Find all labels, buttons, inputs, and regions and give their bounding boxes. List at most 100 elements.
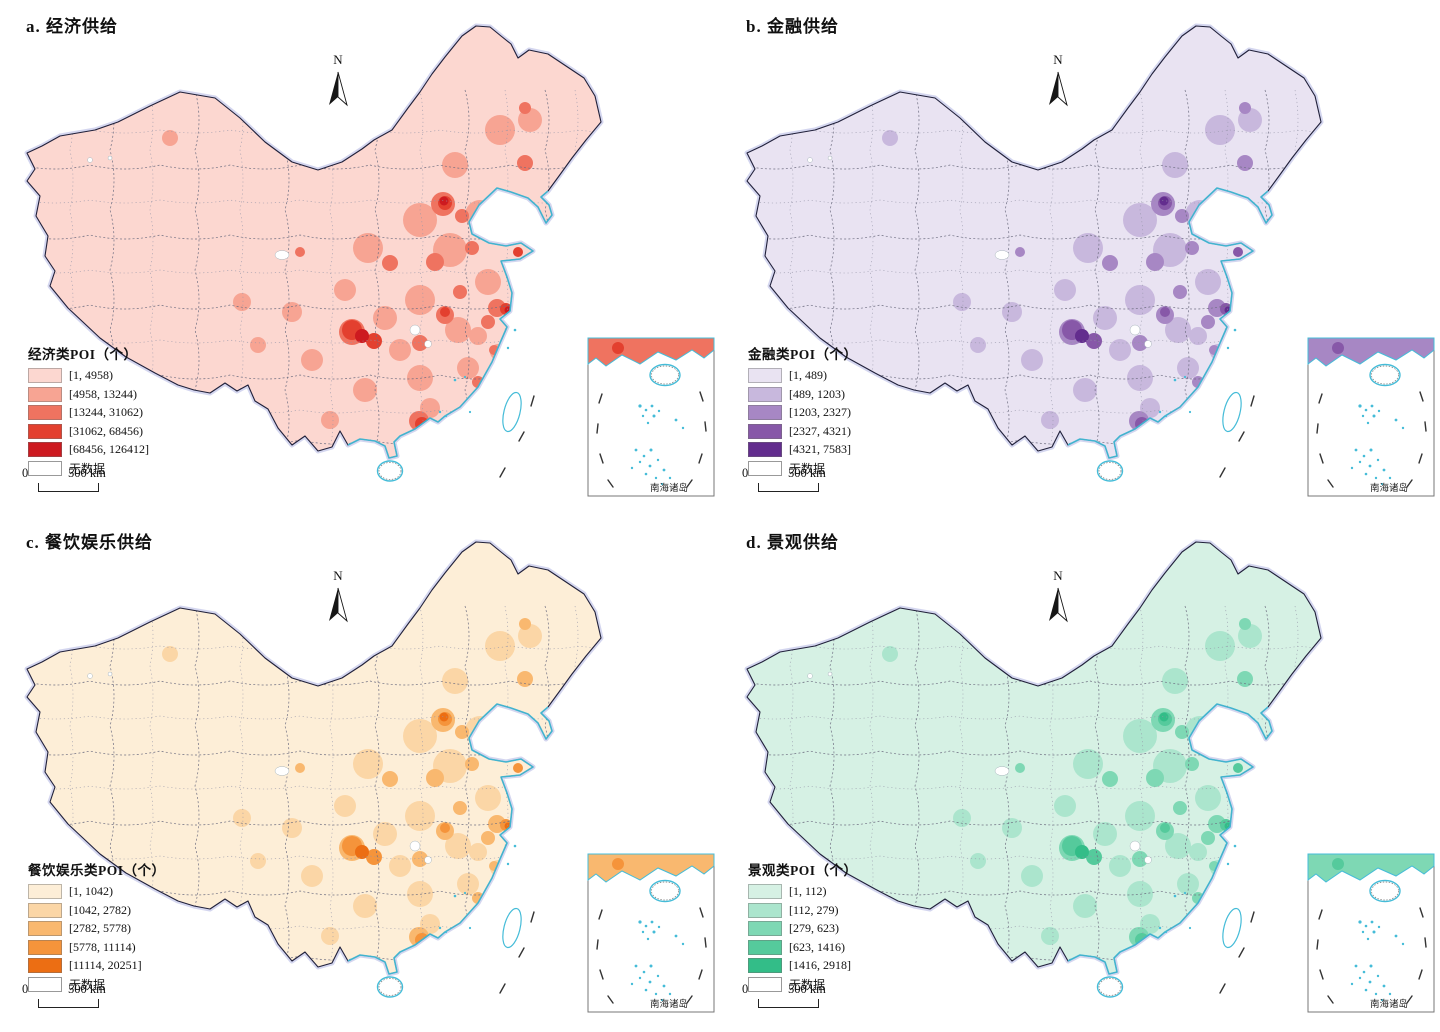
legend-class-label: [2782, 5778): [69, 921, 131, 935]
lakes-and-no-data: [807, 155, 1152, 348]
choropleth-regions: [882, 618, 1262, 947]
north-arrow: N: [1049, 52, 1068, 107]
china-choropleth-map: N 南海诸岛: [744, 539, 1435, 1013]
lakes-and-no-data: [87, 155, 432, 348]
north-arrow: N: [329, 52, 348, 107]
map-slot: N 南海诸岛: [0, 0, 720, 516]
china-choropleth-map: N 南海诸岛: [744, 23, 1435, 497]
offshore-islets: [438, 844, 517, 934]
north-arrow-right-half: [1057, 587, 1068, 623]
lakes-and-no-data: [87, 671, 432, 864]
inset-region-blob: [612, 342, 624, 354]
legend-class-row: [1416, 2918]: [748, 958, 858, 973]
offshore-islets: [438, 328, 517, 418]
legend-swatch: [748, 386, 782, 402]
offshore-islets: [1158, 844, 1237, 934]
inset-nine-dash-line: [1316, 391, 1427, 488]
legend-class-row: [279, 623): [748, 921, 858, 936]
legend-class-label: [1, 489): [789, 368, 827, 382]
inset-island-dots: [1350, 404, 1405, 486]
legend-nodata-swatch: [748, 460, 782, 476]
legend-class-row: [13244, 31062): [28, 405, 149, 420]
legend-class-label: [11114, 20251]: [69, 958, 142, 972]
scale-bar-bracket: [758, 483, 819, 492]
north-arrow-left-half: [329, 588, 338, 621]
legend-class-label: [279, 623): [789, 921, 839, 935]
legend: 景观类POI（个） [1, 112) [112, 279) [279, 623)…: [748, 859, 858, 995]
inset-region-blob: [612, 858, 624, 870]
scale-bar-bracket: [758, 999, 819, 1008]
hainan-island: [376, 976, 404, 998]
legend-class-label: [1, 112): [789, 884, 827, 898]
legend-class-row: [112, 279): [748, 902, 858, 918]
inset-label: 南海诸岛: [1370, 998, 1408, 1010]
choropleth-regions: [162, 102, 542, 431]
legend-swatch: [28, 386, 62, 402]
taiwan-island: [502, 391, 522, 433]
scale-distance-label: 500 km: [788, 466, 826, 480]
panel-economic-supply: N 南海诸岛 a. 经济供给: [0, 0, 720, 516]
taiwan-island: [502, 907, 522, 949]
legend-class-row: [2782, 5778): [28, 921, 166, 936]
legend-nodata-label: 无数据: [789, 977, 826, 992]
legend-class-row: [1203, 2327): [748, 405, 858, 420]
legend-swatch: [748, 939, 782, 955]
legend-class-label: [623, 1416): [789, 939, 845, 954]
legend-swatch: [28, 884, 62, 899]
legend: 金融类POI（个） [1, 489) [489, 1203) [1203, 23…: [748, 343, 858, 479]
legend-swatch: [748, 405, 782, 420]
legend-nodata-label: 无数据: [69, 461, 106, 476]
legend-nodata-row: 无数据: [28, 976, 166, 992]
north-arrow-left-half: [1049, 72, 1058, 105]
scale-zero-label: 0: [742, 982, 749, 996]
scale-zero-label: 0: [22, 982, 29, 996]
map-slot: N 南海诸岛: [720, 0, 1440, 516]
inset-label: 南海诸岛: [650, 482, 688, 494]
legend-class-label: [1, 1042): [69, 884, 113, 898]
south-china-sea-inset: 南海诸岛: [587, 853, 715, 1013]
panel-title: a. 经济供给: [26, 17, 118, 36]
panel-title: c. 餐饮娱乐供给: [26, 533, 154, 552]
map-slot: N 南海诸岛: [720, 516, 1440, 1032]
legend-swatch: [748, 921, 782, 936]
taiwan-island: [1222, 907, 1242, 949]
legend-class-row: [4958, 13244): [28, 386, 149, 402]
south-china-sea-inset: 南海诸岛: [1307, 337, 1435, 497]
coastline: [347, 187, 553, 459]
legend-nodata-row: 无数据: [748, 460, 858, 476]
legend-swatch: [748, 902, 782, 918]
legend-nodata-swatch: [28, 460, 62, 476]
inset-nine-dash-line: [1316, 907, 1427, 1004]
scale-bar: 0 500 km: [742, 466, 882, 492]
inset-nine-dash-line: [596, 391, 707, 488]
inset-region-blob: [1332, 342, 1344, 354]
legend-nodata-label: 无数据: [69, 977, 106, 992]
scale-zero-label: 0: [22, 466, 29, 480]
inset-label: 南海诸岛: [650, 998, 688, 1010]
nine-dash-segments: [1219, 911, 1255, 994]
legend: 经济类POI（个） [1, 4958) [4958, 13244) [13244…: [28, 343, 149, 479]
legend-class-label: [2327, 4321): [789, 423, 851, 438]
hainan-island: [1096, 976, 1124, 998]
coastline: [1067, 187, 1273, 459]
legend-swatch: [748, 368, 782, 383]
legend-class-row: [4321, 7583]: [748, 442, 858, 457]
inset-island-dots: [630, 920, 685, 1002]
legend-swatch: [28, 423, 62, 439]
coastline: [1067, 703, 1273, 975]
legend-class-row: [1, 4958): [28, 368, 149, 383]
china-choropleth-map: N 南海诸岛: [24, 539, 715, 1013]
inset-region-blob: [1332, 858, 1344, 870]
scale-distance-label: 500 km: [68, 982, 106, 996]
north-arrow-label: N: [333, 52, 343, 67]
hainan-island: [376, 460, 404, 482]
panel-dining-entertainment-supply: N 南海诸岛 c. 餐饮娱乐供给: [0, 516, 720, 1032]
legend-swatch: [748, 958, 782, 973]
choropleth-regions: [162, 618, 542, 947]
north-arrow-left-half: [329, 72, 338, 105]
legend-class-row: [68456, 126412]: [28, 442, 149, 457]
china-choropleth-map: N 南海诸岛: [24, 23, 715, 497]
legend-title: 经济类POI（个）: [28, 347, 138, 362]
legend-class-label: [68456, 126412]: [69, 442, 149, 456]
